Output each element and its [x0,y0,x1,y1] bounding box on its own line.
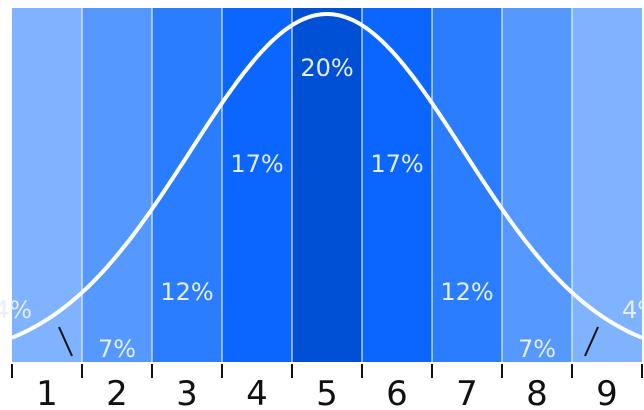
x-tick-label-7: 7 [456,374,478,410]
x-tick-label-4: 4 [246,374,268,410]
leader-line-1 [58,326,73,357]
band-4 [222,8,292,362]
band-7 [432,8,502,362]
data-label-8: 7% [518,335,556,363]
band-5 [292,8,362,362]
x-tick-label-5: 5 [316,374,338,410]
data-label-6: 17% [370,150,423,178]
x-tick-label-6: 6 [386,374,408,410]
band-6 [362,8,432,362]
x-tick-label-2: 2 [106,374,128,410]
data-label-2: 7% [98,335,136,363]
data-label-4: 17% [230,150,283,178]
data-label-1: 4% [0,296,32,324]
x-axis: 1 2 3 4 5 6 7 8 9 [11,364,643,410]
x-tick-label-9: 9 [596,374,618,410]
x-tick-label-8: 8 [526,374,548,410]
data-label-9: 4% [622,296,644,324]
data-label-3: 12% [160,278,213,306]
data-label-7: 12% [440,278,493,306]
data-label-5: 20% [300,54,353,82]
leader-line-9 [584,326,599,357]
band-3 [152,8,222,362]
x-tick-label-1: 1 [36,374,58,410]
bands-layer [12,8,642,362]
labels-layer: 4% 7% 12% 17% 20% 17% 12% 7% 4% [0,54,644,363]
x-tick-label-3: 3 [176,374,198,410]
band-8 [502,8,572,362]
band-2 [82,8,152,362]
normal-curve [11,12,643,340]
